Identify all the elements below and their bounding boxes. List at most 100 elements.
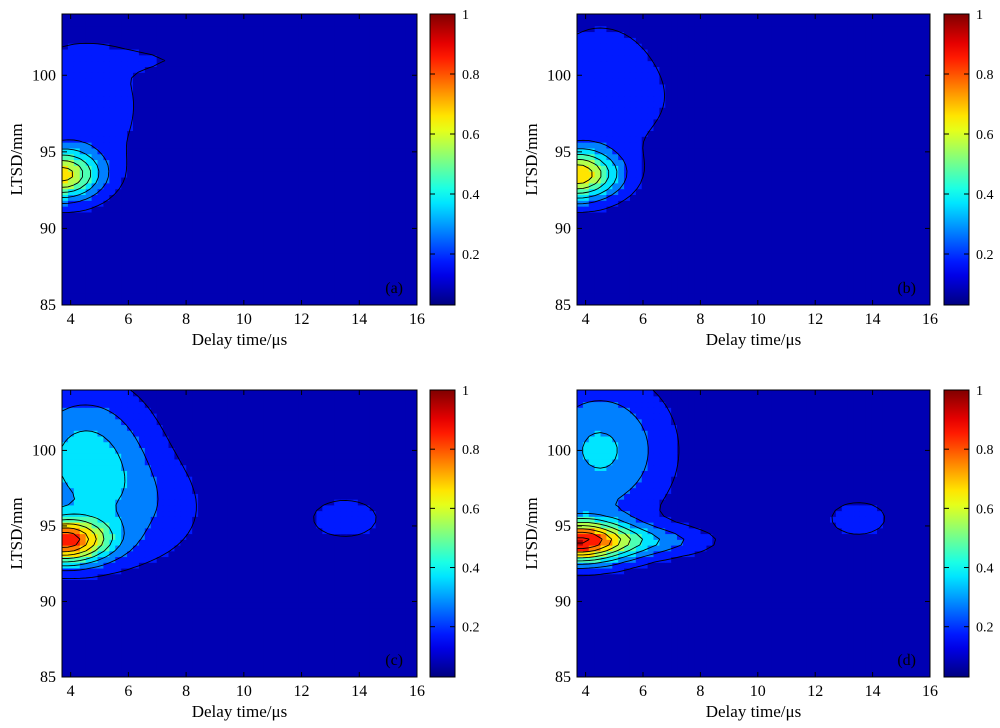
x-tick-label: 10: [236, 683, 252, 700]
x-tick-label: 4: [582, 311, 590, 328]
x-tick-label: 8: [696, 311, 704, 328]
panel-label: (c): [385, 652, 403, 669]
x-tick-label: 8: [696, 683, 704, 700]
contour-lines: [577, 390, 885, 577]
colorbar-tick-label: 1: [976, 8, 983, 23]
x-tick-label: 14: [865, 311, 881, 328]
contour-fill: [577, 14, 930, 305]
y-tick-label: 90: [40, 220, 56, 237]
x-tick-label: 16: [409, 311, 425, 328]
colorbar-tick-label: 0.8: [976, 443, 994, 458]
x-tick-label: 16: [922, 311, 938, 328]
plot-frame: [61, 389, 418, 678]
colorbar-gradient: [429, 389, 456, 678]
contour-fill: [577, 390, 930, 677]
plot-frame: [576, 13, 931, 306]
y-tick-label: 100: [32, 67, 56, 84]
x-tick-label: 4: [67, 683, 75, 700]
colorbar-tick-label: 0.6: [976, 502, 994, 517]
x-axis-label: Delay time/μs: [706, 330, 802, 349]
y-axis-label: LTSD/mm: [7, 123, 26, 195]
contour-line: [577, 27, 666, 213]
colorbar-tick-label: 0.4: [976, 562, 994, 577]
contour-line: [577, 390, 885, 577]
colorbar-tick-label: 0.4: [462, 188, 480, 203]
colorbar-tick-label: 1: [976, 384, 983, 399]
colorbar: 0.2 0.4 0.6 0.8 1: [943, 384, 994, 678]
contour-lines: [62, 390, 377, 580]
y-axis-label: LTSD/mm: [522, 123, 541, 195]
x-tick-label: 10: [750, 311, 766, 328]
x-tick-label: 6: [124, 683, 132, 700]
contour-line: [62, 42, 166, 214]
colorbar-tick-label: 0.4: [976, 188, 994, 203]
colorbar-tick-label: 0.6: [976, 128, 994, 143]
colorbar-tick-label: 1: [462, 384, 469, 399]
x-tick-label: 12: [807, 683, 823, 700]
x-tick-label: 4: [582, 683, 590, 700]
colorbar-tick-label: 0.8: [462, 68, 480, 83]
x-tick-label: 6: [639, 311, 647, 328]
x-axis-label: Delay time/μs: [192, 330, 288, 349]
contour-panel-3: 4 6 8 10 12 14 16 85 90 95 100 Delay time/μs LTSD/mm…: [7, 384, 480, 721]
y-tick-label: 90: [555, 220, 571, 237]
x-tick-label: 14: [351, 683, 367, 700]
y-tick-label: 90: [555, 593, 571, 610]
y-axis-label: LTSD/mm: [7, 497, 26, 569]
plot-frame: [576, 389, 931, 678]
y-tick-label: 100: [32, 442, 56, 459]
contour-lines: [577, 27, 666, 213]
x-tick-label: 14: [865, 683, 881, 700]
colorbar-tick-label: 0.8: [462, 443, 480, 458]
x-tick-label: 12: [294, 311, 310, 328]
y-tick-label: 85: [555, 297, 571, 314]
colorbar-tick-label: 0.2: [976, 248, 994, 263]
x-axis-label: Delay time/μs: [192, 702, 288, 721]
y-tick-label: 85: [555, 669, 571, 686]
x-tick-label: 16: [409, 683, 425, 700]
colorbar-tick-label: 0.8: [976, 68, 994, 83]
colorbar: 0.2 0.4 0.6 0.8 1: [429, 8, 480, 306]
panel-label: (d): [897, 652, 916, 669]
x-tick-label: 16: [922, 683, 938, 700]
colorbar-tick-label: 0.2: [462, 248, 480, 263]
colorbar-gradient: [943, 389, 970, 678]
contour-fill: [62, 390, 417, 677]
x-tick-label: 12: [807, 311, 823, 328]
colorbar: 0.2 0.4 0.6 0.8 1: [429, 384, 480, 678]
contour-fill: [62, 14, 417, 305]
y-tick-label: 85: [40, 297, 56, 314]
x-tick-label: 6: [124, 311, 132, 328]
y-tick-label: 95: [555, 144, 571, 161]
y-tick-label: 95: [40, 518, 56, 535]
y-tick-label: 100: [547, 67, 571, 84]
y-tick-label: 95: [555, 518, 571, 535]
x-tick-label: 10: [236, 311, 252, 328]
contour-panel-1: 4 6 8 10 12 14 16 85 90 95 100 Delay time/μs LTSD/mm…: [7, 8, 480, 349]
colorbar-tick-label: 0.2: [976, 621, 994, 636]
contour-line: [62, 390, 377, 580]
y-tick-label: 100: [547, 442, 571, 459]
x-axis-label: Delay time/μs: [706, 702, 802, 721]
x-tick-label: 8: [182, 683, 190, 700]
colorbar: 0.2 0.4 0.6 0.8 1: [943, 8, 994, 306]
y-tick-label: 90: [40, 593, 56, 610]
panel-label: (b): [897, 280, 916, 297]
contour-panel-4: 4 6 8 10 12 14 16 85 90 95 100 Delay time/μs LTSD/mm…: [522, 384, 994, 721]
colorbar-tick-label: 1: [462, 8, 469, 23]
x-tick-label: 12: [294, 683, 310, 700]
x-tick-label: 8: [182, 311, 190, 328]
x-tick-label: 4: [67, 311, 75, 328]
colorbar-tick-label: 0.6: [462, 502, 480, 517]
colorbar-tick-label: 0.4: [462, 562, 480, 577]
x-tick-label: 6: [639, 683, 647, 700]
colorbar-gradient: [943, 13, 970, 306]
colorbar-tick-label: 0.2: [462, 621, 480, 636]
colorbar-tick-label: 0.6: [462, 128, 480, 143]
plot-frame: [61, 13, 418, 306]
y-tick-label: 95: [40, 144, 56, 161]
panel-label: (a): [385, 280, 403, 297]
x-tick-label: 10: [750, 683, 766, 700]
contour-lines: [62, 42, 166, 214]
